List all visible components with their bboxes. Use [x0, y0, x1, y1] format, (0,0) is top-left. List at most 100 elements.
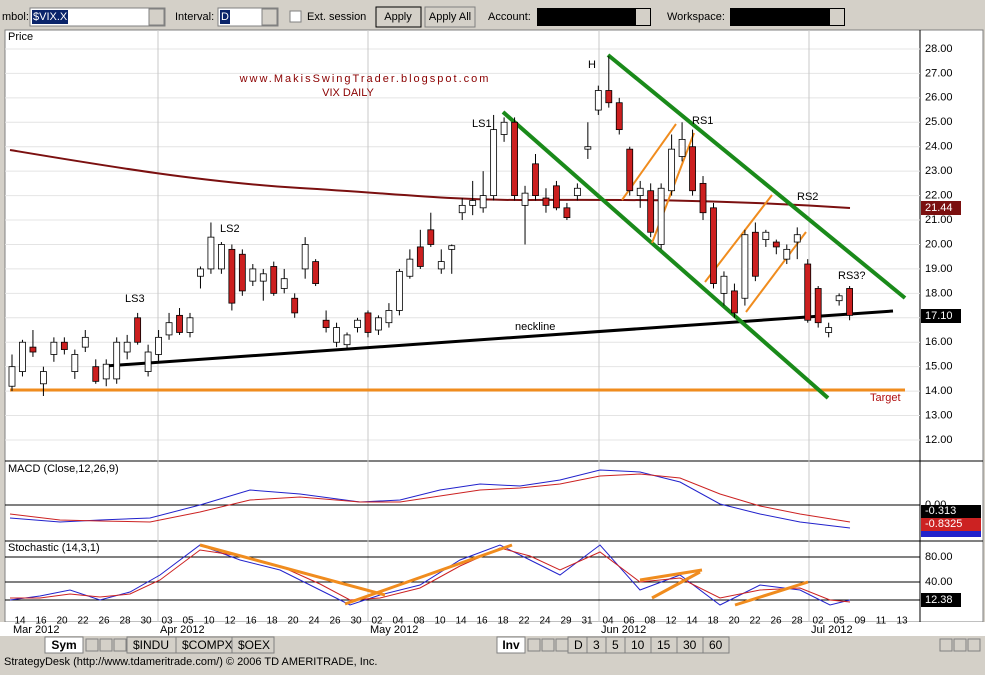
candle-body: [354, 319, 361, 328]
tab-label[interactable]: 5: [612, 638, 619, 652]
candle-body: [825, 327, 833, 333]
y-tick-label: 23.00: [925, 165, 953, 177]
day-label: 10: [203, 616, 215, 627]
nav-button[interactable]: [953, 638, 967, 652]
day-label: 31: [581, 616, 593, 627]
day-label: 22: [749, 616, 761, 627]
nav-button[interactable]: [541, 638, 555, 652]
nav-button[interactable]: [527, 638, 541, 652]
day-label: 22: [518, 616, 530, 627]
apply-text[interactable]: Apply: [384, 11, 412, 23]
candle-body: [636, 187, 644, 197]
last-ma: 21.44: [925, 202, 953, 214]
workspace-label: Workspace:: [667, 11, 725, 23]
stoch-tick: 80.00: [925, 551, 953, 563]
nav-button[interactable]: [939, 638, 953, 652]
candle-body: [123, 341, 131, 353]
y-tick-label: 26.00: [925, 92, 953, 104]
interval-label: Interval:: [175, 11, 214, 23]
tab[interactable]: [702, 636, 730, 654]
tab-label[interactable]: 15: [657, 638, 671, 652]
interval-value[interactable]: D: [221, 11, 229, 23]
candle-body: [81, 336, 89, 348]
channel-bottom: [501, 110, 830, 400]
candle-body: [238, 253, 246, 292]
candle-body: [197, 268, 204, 277]
tab-label[interactable]: 10: [631, 638, 645, 652]
tab-label[interactable]: 60: [709, 638, 723, 652]
day-label: 04: [602, 616, 614, 627]
dropdown-arrow[interactable]: [830, 9, 844, 25]
stoch-k: [9, 544, 851, 606]
tab[interactable]: [44, 636, 84, 654]
tab-label[interactable]: $OEX: [238, 638, 270, 652]
candle-body: [647, 190, 655, 233]
ext-session[interactable]: Ext. session: [307, 11, 366, 23]
candle-body: [689, 146, 696, 192]
candle-body: [731, 290, 738, 314]
candle-body: [720, 275, 728, 294]
apply-all-button[interactable]: [424, 6, 476, 28]
day-label: 24: [308, 616, 320, 627]
month-label: Apr 2012: [160, 624, 205, 636]
y-tick-label: 22.00: [925, 190, 953, 202]
tabs: $INDU $COMPX $OEX D 3 5 10 15 30 60: [85, 636, 981, 654]
tab-label[interactable]: $INDU: [133, 638, 169, 652]
month-label: Jul 2012: [811, 624, 853, 636]
workspace-box[interactable]: [730, 8, 845, 26]
day-label: 06: [623, 616, 635, 627]
interval-highlight: [220, 10, 230, 24]
candle-body: [291, 297, 299, 314]
nav-button[interactable]: [85, 638, 99, 652]
macd-value: -0.313: [925, 505, 956, 517]
tab-label[interactable]: Sym: [51, 638, 76, 652]
dropdown-arrow[interactable]: [148, 8, 165, 26]
tab-label[interactable]: $COMPX: [182, 638, 233, 652]
day-label: 16: [245, 616, 257, 627]
nav-button[interactable]: [99, 638, 113, 652]
candle-body: [437, 261, 445, 270]
nav-button[interactable]: [967, 638, 981, 652]
y-tick-label: 13.00: [925, 409, 953, 421]
candle-body: [490, 129, 498, 196]
account-label: Account:: [488, 11, 531, 23]
channel-top: [606, 53, 907, 300]
candle-body: [113, 341, 121, 380]
tab[interactable]: [496, 636, 526, 654]
candle-body: [469, 200, 477, 206]
last-ma-box: [921, 201, 961, 215]
day-label: 18: [497, 616, 509, 627]
day-label: 02: [371, 616, 383, 627]
candle-body: [29, 346, 37, 353]
checkbox[interactable]: [289, 10, 302, 23]
candle-body: [280, 278, 288, 289]
apply-all-text[interactable]: Apply All: [429, 11, 471, 23]
nav-button[interactable]: [555, 638, 569, 652]
nav-button[interactable]: [113, 638, 127, 652]
tab-label[interactable]: D: [574, 638, 583, 652]
watermark: www.MakisSwingTrader.blogspot.com: [239, 73, 491, 85]
candle-body: [364, 312, 372, 333]
candle-body: [60, 341, 68, 350]
candle-body: [395, 270, 403, 311]
symbol-value[interactable]: $VIX.X: [33, 11, 68, 23]
candle-body: [814, 288, 822, 324]
tab-label[interactable]: 30: [683, 638, 697, 652]
day-label: 13: [896, 616, 908, 627]
account-box[interactable]: [537, 8, 651, 26]
day-label: 30: [140, 616, 152, 627]
day-label: 24: [539, 616, 551, 627]
tab-label[interactable]: Inv: [502, 638, 520, 652]
apply-button[interactable]: [375, 6, 422, 28]
tab-label[interactable]: 3: [593, 638, 600, 652]
tab[interactable]: [231, 636, 275, 654]
candle-body: [542, 197, 550, 206]
day-label: 22: [77, 616, 89, 627]
neckline: [104, 309, 894, 368]
signal-line: [9, 473, 851, 523]
candle-body: [594, 90, 602, 111]
dropdown-arrow[interactable]: [261, 8, 278, 26]
dropdown-arrow[interactable]: [636, 9, 650, 25]
candle-body: [333, 327, 340, 343]
